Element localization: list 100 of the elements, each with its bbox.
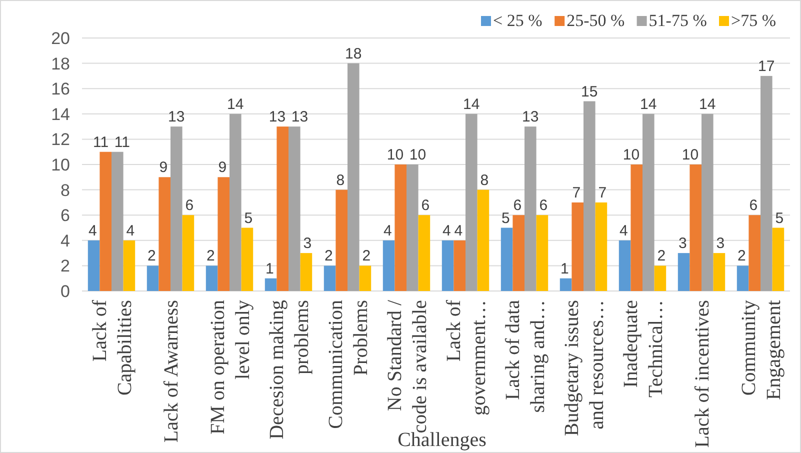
data-label: 3 xyxy=(678,235,687,252)
bar xyxy=(442,240,454,291)
bar xyxy=(406,164,418,291)
bar xyxy=(760,76,772,291)
data-label: 15 xyxy=(581,83,598,100)
data-label: 8 xyxy=(480,172,489,189)
data-label: 18 xyxy=(345,45,362,62)
y-tick-label: 6 xyxy=(60,206,70,226)
legend-label: >75 % xyxy=(731,11,776,30)
data-label: 10 xyxy=(386,146,404,164)
legend-label: 25-50 % xyxy=(566,11,625,30)
data-label: 6 xyxy=(421,197,430,214)
data-label: 4 xyxy=(88,222,97,240)
data-label: 4 xyxy=(619,222,628,240)
data-label: 13 xyxy=(268,108,286,126)
data-label: 4 xyxy=(383,222,392,240)
data-label: 8 xyxy=(336,172,345,189)
legend-label: 51-75 % xyxy=(648,11,707,30)
y-tick-label: 0 xyxy=(60,282,70,301)
bar xyxy=(158,177,170,291)
data-label: 14 xyxy=(463,96,480,113)
bar xyxy=(748,215,760,291)
data-label: 13 xyxy=(522,108,539,126)
data-label: 3 xyxy=(716,235,725,252)
data-label: 6 xyxy=(185,197,194,214)
bar xyxy=(524,126,536,291)
bar xyxy=(512,215,524,291)
y-tick-label: 16 xyxy=(51,80,70,99)
data-label: 4 xyxy=(454,222,463,240)
data-label: 14 xyxy=(227,96,244,113)
y-tick-label: 14 xyxy=(51,104,70,124)
data-label: 13 xyxy=(168,108,185,126)
data-label: 9 xyxy=(159,159,168,176)
bar xyxy=(276,126,288,291)
bar xyxy=(336,190,348,291)
x-tick-label: Inadequate Technical… xyxy=(620,300,667,398)
bar xyxy=(230,114,242,291)
bar xyxy=(466,114,478,291)
legend-label: < 25 % xyxy=(493,11,542,30)
bar xyxy=(123,240,136,291)
bar xyxy=(394,164,406,291)
y-tick-label: 2 xyxy=(60,256,70,276)
bar xyxy=(100,152,112,291)
y-tick-label: 4 xyxy=(60,231,70,250)
bar xyxy=(324,266,336,291)
bar xyxy=(454,240,466,291)
bar xyxy=(702,114,714,291)
bar xyxy=(112,152,124,291)
bar xyxy=(418,215,430,291)
bar xyxy=(88,240,100,291)
bar xyxy=(206,266,218,291)
bar xyxy=(348,63,360,291)
data-label: 11 xyxy=(114,134,130,151)
data-label: 5 xyxy=(244,210,253,227)
bar xyxy=(170,126,182,291)
bar xyxy=(182,215,194,291)
y-tick-label: 12 xyxy=(51,130,70,150)
bar xyxy=(241,228,254,291)
data-label: 6 xyxy=(539,197,548,214)
data-label: 6 xyxy=(749,197,758,214)
data-label: 11 xyxy=(93,134,109,151)
bar xyxy=(713,253,726,291)
x-tick-label: Lack of Awarness xyxy=(160,300,182,443)
data-label: 5 xyxy=(775,210,784,227)
bar xyxy=(595,202,608,291)
data-label: 5 xyxy=(501,210,510,227)
x-tick-label: Lack of data sharing and… xyxy=(502,300,549,413)
bar xyxy=(772,228,784,291)
bar xyxy=(382,240,395,291)
bar xyxy=(288,126,300,291)
data-label: 2 xyxy=(324,248,333,265)
data-label: 14 xyxy=(699,96,716,113)
x-tick-label: Lack of incentives xyxy=(692,300,714,448)
bar xyxy=(264,278,277,291)
data-label: 10 xyxy=(682,146,699,164)
bar xyxy=(218,177,230,291)
bar xyxy=(359,266,372,291)
data-label: 13 xyxy=(291,108,308,126)
bar xyxy=(690,164,702,291)
bar xyxy=(146,266,159,291)
bar xyxy=(736,266,749,291)
bar xyxy=(584,101,596,291)
data-label: 10 xyxy=(409,146,426,164)
bar xyxy=(500,228,513,291)
data-label: 4 xyxy=(126,222,135,240)
data-label: 2 xyxy=(147,248,156,265)
bar xyxy=(572,202,584,291)
data-label: 3 xyxy=(303,235,312,252)
data-label: 7 xyxy=(598,184,607,202)
data-label: 10 xyxy=(622,146,640,164)
y-tick-label: 18 xyxy=(51,54,70,74)
data-label: 1 xyxy=(560,260,569,278)
bar xyxy=(654,266,666,291)
y-tick-label: 20 xyxy=(51,29,70,48)
bar xyxy=(560,278,572,291)
data-label: 17 xyxy=(758,58,775,75)
y-tick-label: 10 xyxy=(51,156,70,174)
data-label: 7 xyxy=(572,184,581,202)
bar xyxy=(678,253,690,291)
x-tick-label: Community Engagement xyxy=(738,300,785,400)
